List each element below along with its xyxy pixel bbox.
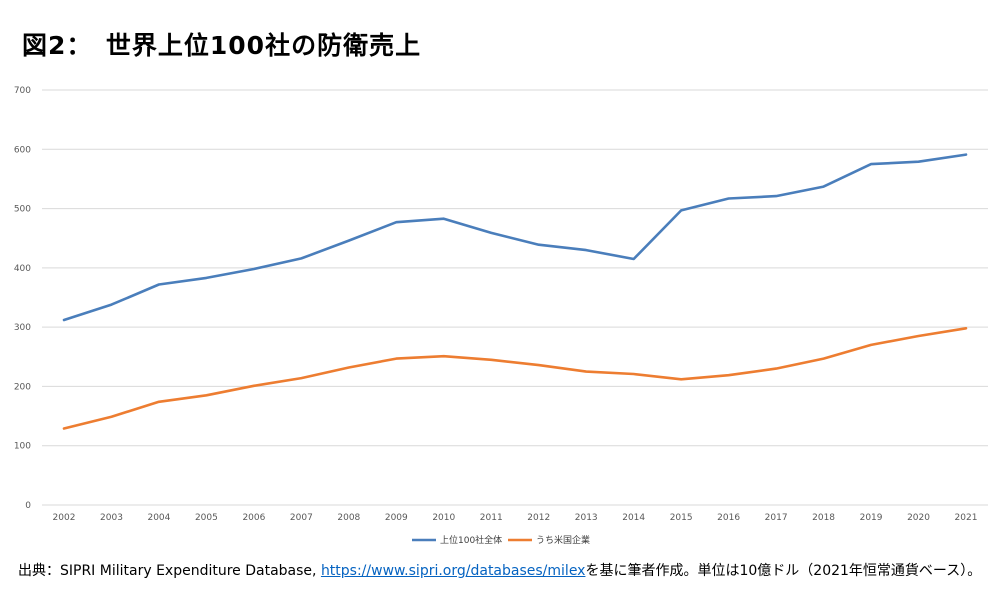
source-note: 出典：SIPRI Military Expenditure Database, … xyxy=(18,560,981,580)
x-tick-label: 2016 xyxy=(717,513,740,523)
x-tick-label: 2008 xyxy=(337,513,360,523)
series-line-1 xyxy=(62,153,968,322)
y-tick-label: 300 xyxy=(14,323,31,333)
y-tick-label: 700 xyxy=(14,86,31,96)
x-tick-label: 2014 xyxy=(622,513,645,523)
source-link[interactable]: https://www.sipri.org/databases/milex xyxy=(320,563,586,579)
legend-label-2: うち米国企業 xyxy=(536,534,590,546)
x-tick-label: 2018 xyxy=(812,513,835,523)
x-tick-label: 2004 xyxy=(147,513,170,523)
y-tick-label: 400 xyxy=(14,264,31,274)
x-tick-label: 2013 xyxy=(575,513,598,523)
source-prefix: 出典：SIPRI Military Expenditure Database, xyxy=(18,563,321,579)
x-tick-label: 2020 xyxy=(907,513,930,523)
x-tick-label: 2002 xyxy=(53,513,76,523)
source-suffix: を基に筆者作成。単位は10億ドル（2021年恒常通貨ベース）。 xyxy=(585,563,982,579)
y-tick-label: 100 xyxy=(14,442,31,452)
series-line-2 xyxy=(62,326,968,430)
y-tick-label: 0 xyxy=(25,501,31,511)
chart-title: 図2： 世界上位100社の防衛売上 xyxy=(22,31,422,60)
x-tick-label: 2012 xyxy=(527,513,550,523)
legend-label-1: 上位100社全体 xyxy=(440,534,502,546)
x-tick-label: 2009 xyxy=(385,513,408,523)
y-tick-label: 500 xyxy=(14,205,31,215)
y-tick-label: 200 xyxy=(14,382,31,392)
x-tick-label: 2005 xyxy=(195,513,218,523)
x-tick-label: 2017 xyxy=(765,513,788,523)
x-tick-label: 2007 xyxy=(290,513,313,523)
x-tick-label: 2010 xyxy=(432,513,455,523)
x-tick-label: 2019 xyxy=(860,513,883,523)
x-tick-label: 2021 xyxy=(955,513,978,523)
y-tick-label: 600 xyxy=(14,145,31,155)
x-tick-label: 2003 xyxy=(100,513,123,523)
x-tick-label: 2011 xyxy=(480,513,503,523)
x-tick-label: 2015 xyxy=(670,513,693,523)
x-tick-label: 2006 xyxy=(242,513,265,523)
